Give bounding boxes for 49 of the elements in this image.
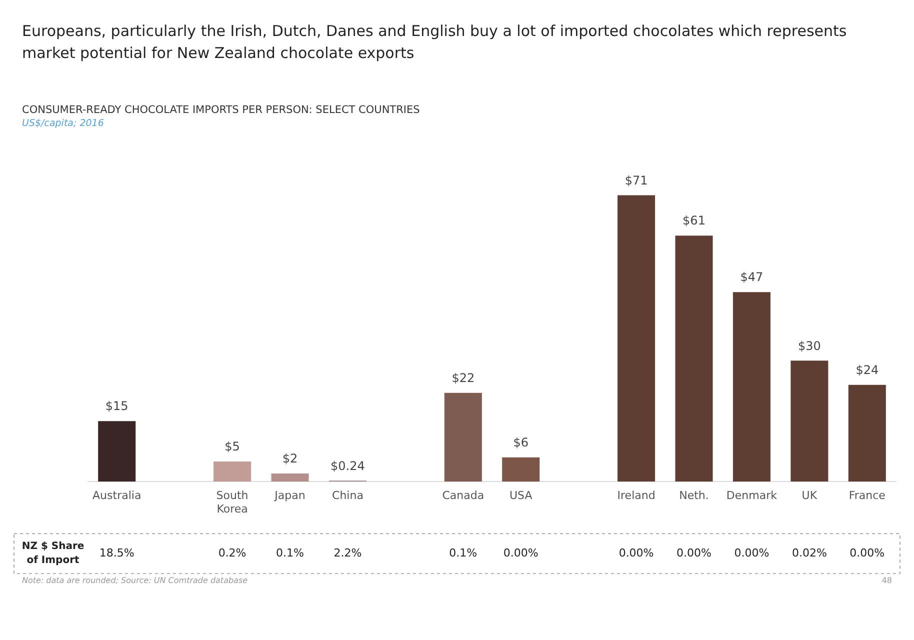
bar xyxy=(502,457,540,482)
bar xyxy=(214,461,252,482)
bar xyxy=(848,384,886,482)
data-label: $24 xyxy=(856,362,879,377)
x-tick-label: Canada xyxy=(442,489,484,502)
x-tick-label: Australia xyxy=(92,489,142,502)
data-label: $30 xyxy=(798,338,821,353)
text: 0.00% xyxy=(676,546,712,560)
x-tick-label: Neth. xyxy=(679,489,709,502)
text: 0.1% xyxy=(276,546,304,560)
text: 48 xyxy=(882,576,892,585)
text: NZ $ Share of Import xyxy=(22,541,84,566)
bar xyxy=(618,195,656,482)
data-label: $47 xyxy=(740,270,764,284)
text: 0.2% xyxy=(218,546,246,560)
data-label: $22 xyxy=(452,371,475,386)
x-tick-label: Ireland xyxy=(617,489,656,502)
x-tick-label: Denmark xyxy=(726,489,778,502)
text: US$/capita; 2016 xyxy=(21,117,105,129)
bar xyxy=(790,360,828,482)
text: 2.2% xyxy=(334,546,362,560)
bar xyxy=(98,421,136,482)
chart-subtitle: CONSUMER-READY CHOCOLATE IMPORTS PER PERSON: SELECT COUNTRIES xyxy=(21,103,421,116)
data-label: $6 xyxy=(513,436,528,450)
text: Note: data are rounded; Source: UN Comtrade database xyxy=(22,576,248,585)
x-tick-label: France xyxy=(848,489,886,502)
text: 0.00% xyxy=(850,546,885,560)
text: 0.1% xyxy=(449,546,478,560)
data-label: $2 xyxy=(282,452,298,466)
text: 0.02% xyxy=(792,546,827,560)
data-label: $0.24 xyxy=(330,458,365,473)
data-label: $71 xyxy=(624,173,648,188)
data-label: $15 xyxy=(105,399,128,414)
text: 0.00% xyxy=(503,546,538,560)
x-tick-label: Japan xyxy=(274,489,306,502)
bar xyxy=(444,392,482,482)
bar xyxy=(271,474,309,482)
data-label: $5 xyxy=(224,440,240,454)
x-tick-label: China xyxy=(332,489,364,502)
text: 0.00% xyxy=(734,546,770,560)
x-tick-label: South Korea xyxy=(216,489,248,516)
x-tick-label: UK xyxy=(802,489,818,502)
text: 0.00% xyxy=(618,546,654,560)
bar xyxy=(732,292,770,482)
bar xyxy=(675,236,713,482)
x-tick-label: USA xyxy=(509,489,533,502)
chart-title: Europeans, particularly the Irish, Dutch, Danes and English buy a lot of imported chocolates which represents market potential for New Zealand chocolate exports xyxy=(21,21,848,64)
text: 18.5% xyxy=(99,546,134,560)
data-label: $61 xyxy=(682,214,706,228)
